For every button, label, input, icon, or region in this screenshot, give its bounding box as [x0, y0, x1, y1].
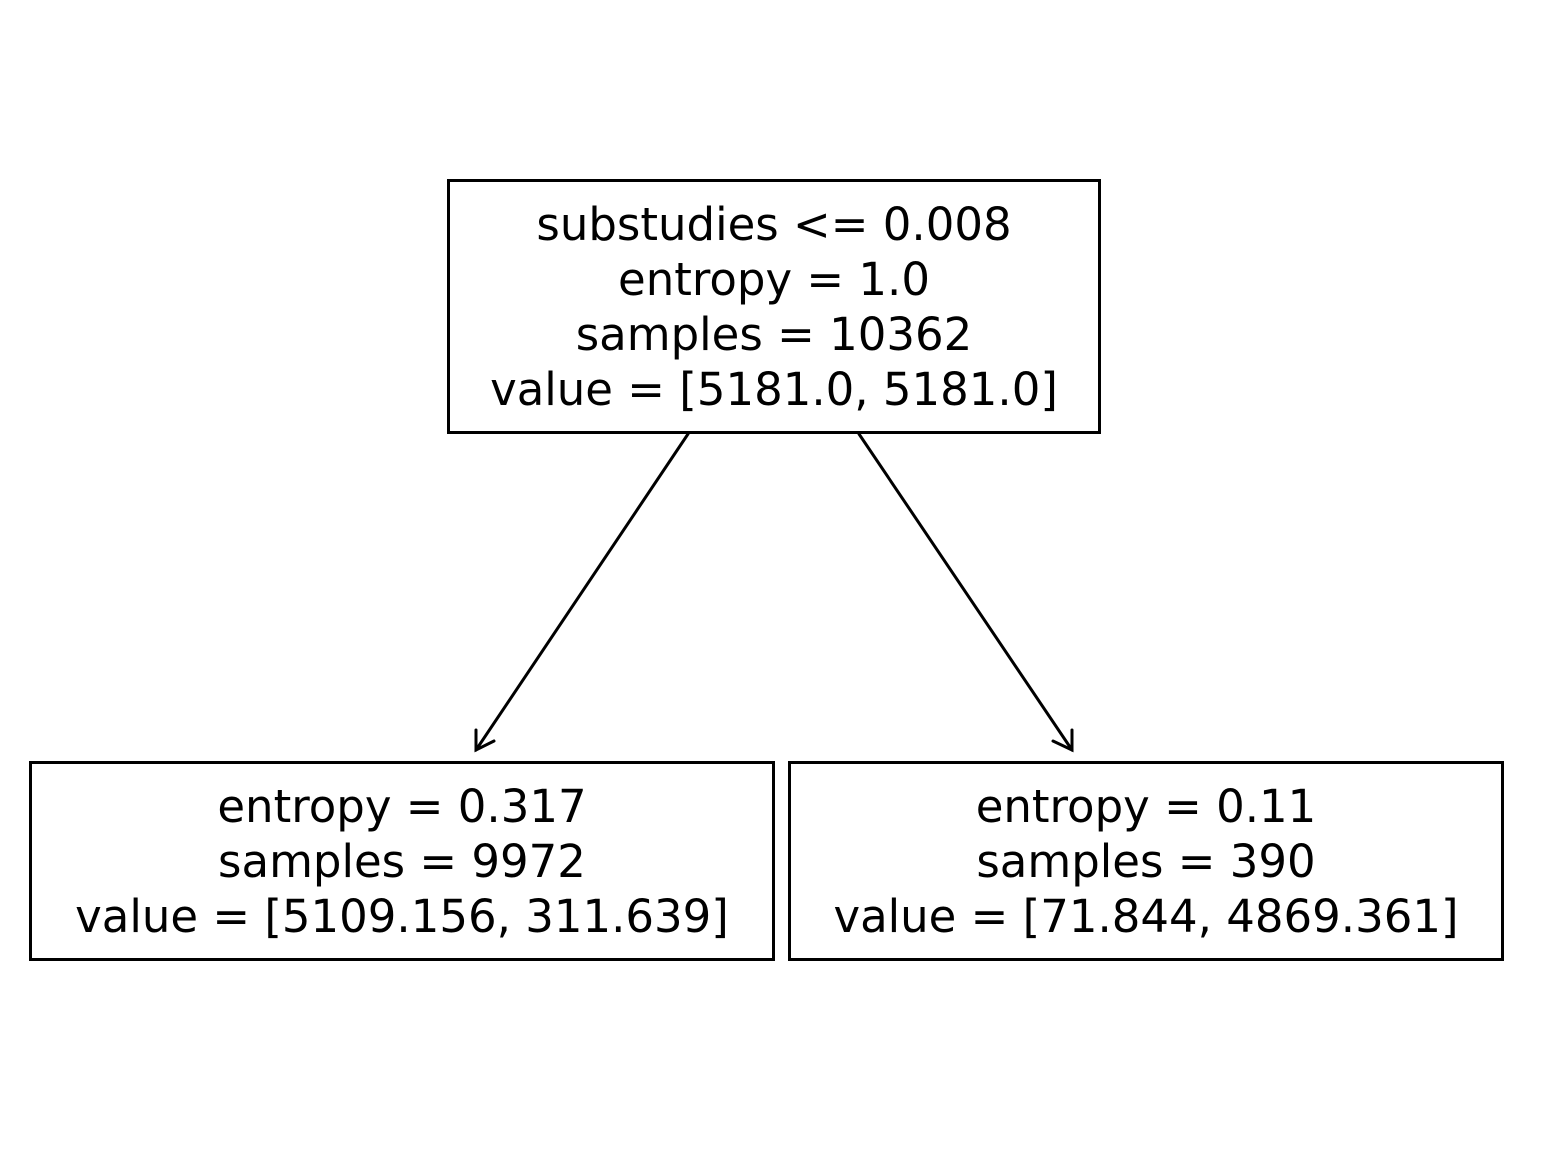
left-entropy-label: entropy = 0.317 [217, 779, 587, 833]
root-split-label: substudies <= 0.008 [536, 197, 1012, 251]
right-leaf-node: entropy = 0.11 samples = 390 value = [71… [788, 761, 1504, 961]
root-samples-label: samples = 10362 [575, 307, 973, 361]
edge-root-to-left [474, 432, 690, 753]
right-samples-label: samples = 390 [976, 834, 1316, 888]
right-value-label: value = [71.844, 4869.361] [833, 889, 1459, 943]
edge-root-to-right [857, 432, 1074, 753]
arrowhead-left [474, 728, 496, 753]
right-entropy-label: entropy = 0.11 [975, 779, 1317, 833]
left-leaf-node: entropy = 0.317 samples = 9972 value = [… [29, 761, 775, 961]
root-value-label: value = [5181.0, 5181.0] [490, 362, 1058, 416]
root-entropy-label: entropy = 1.0 [618, 252, 930, 306]
arrowhead-right [1051, 728, 1074, 753]
root-node: substudies <= 0.008 entropy = 1.0 sample… [447, 179, 1101, 434]
left-samples-label: samples = 9972 [218, 834, 586, 888]
left-value-label: value = [5109.156, 311.639] [75, 889, 729, 943]
